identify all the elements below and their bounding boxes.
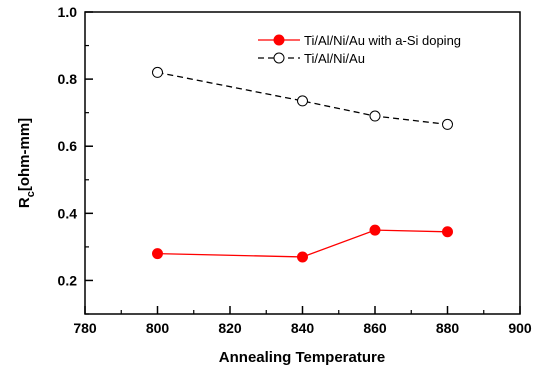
series-points [152, 66, 453, 263]
y-tick-label: 0.6 [58, 138, 78, 154]
legend-marker-undoped [273, 52, 285, 64]
data-point-series-1 [297, 95, 308, 107]
y-axis-title-rest: [ohm-mm] [16, 118, 33, 191]
data-point-series-1 [442, 118, 453, 130]
series-line-0 [157, 229, 448, 258]
x-tick-label: 800 [146, 320, 170, 336]
x-axis-title: Annealing Temperature [219, 349, 385, 366]
x-tick-label: 840 [291, 320, 315, 336]
legend: Ti/Al/Ni/Au with a-Si doping Ti/Al/Ni/Au [258, 33, 461, 66]
plot-frame [84, 11, 521, 315]
x-tick-label: 860 [363, 320, 387, 336]
series-lines [157, 71, 448, 258]
data-point-series-0 [442, 226, 453, 238]
y-tick-label: 0.2 [58, 272, 78, 288]
data-point-series-0 [297, 251, 308, 263]
tick-labels: 780 800 820 840 860 880 900 0.2 0.4 0.6 0.8 1.0 [58, 4, 532, 336]
y-axis-title-main: R [16, 197, 33, 208]
legend-label-undoped: Ti/Al/Ni/Au [304, 51, 365, 66]
ticks [84, 11, 521, 315]
y-axis-title: Rc[ohm-mm] [16, 118, 37, 208]
y-axis-title-sub: c [25, 191, 37, 197]
y-tick-label: 0.8 [58, 71, 78, 87]
series-line-1 [157, 71, 448, 126]
data-point-series-0 [152, 248, 163, 260]
x-tick-label: 900 [508, 320, 532, 336]
x-tick-label: 820 [218, 320, 242, 336]
x-tick-label: 780 [73, 320, 97, 336]
data-point-series-0 [369, 224, 381, 236]
data-point-series-1 [152, 66, 163, 78]
legend-marker-doped [273, 34, 285, 46]
x-tick-label: 880 [436, 320, 460, 336]
data-point-series-1 [369, 110, 381, 122]
y-tick-label: 1.0 [58, 4, 78, 20]
legend-label-doped: Ti/Al/Ni/Au with a-Si doping [304, 33, 461, 48]
y-tick-label: 0.4 [58, 205, 78, 221]
